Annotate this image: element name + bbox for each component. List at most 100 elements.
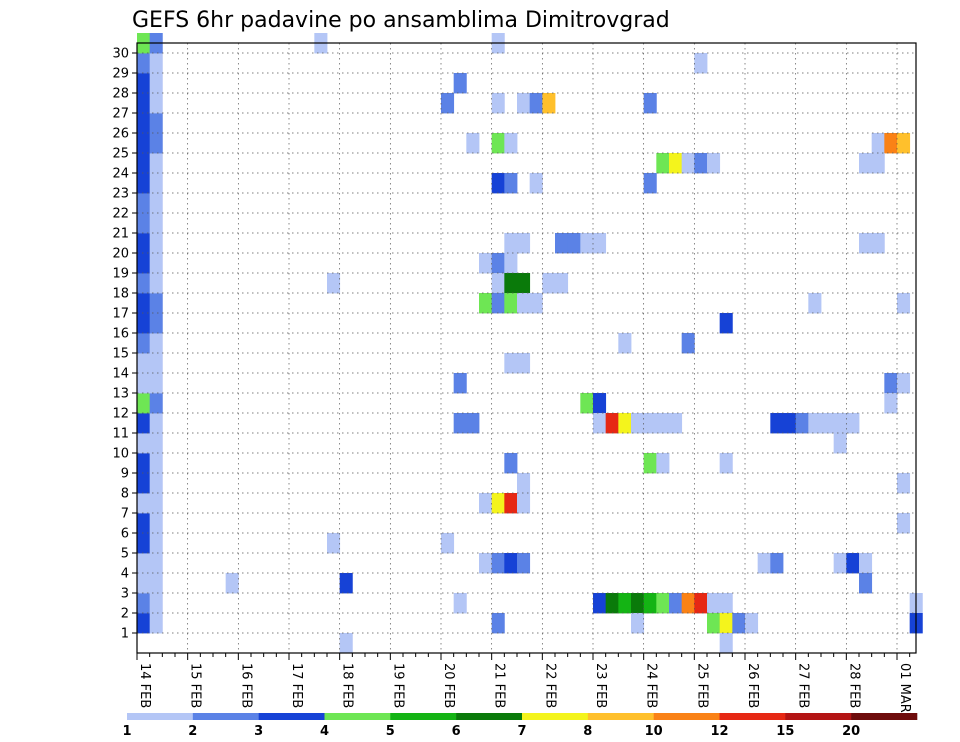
heatmap-cell [137, 273, 151, 294]
heatmap-cell [833, 553, 847, 574]
heatmap-cell [593, 593, 607, 614]
heatmap-cell [479, 293, 493, 314]
heatmap-cell [859, 573, 873, 594]
y-tick-label: 29 [112, 67, 129, 82]
heatmap-cell [149, 393, 163, 414]
heatmap-cell [669, 413, 683, 434]
heatmap-cell [479, 493, 493, 514]
heatmap-cell [707, 593, 721, 614]
heatmap-cell [149, 413, 163, 434]
heatmap-cell [884, 373, 898, 394]
heatmap-cell [580, 393, 594, 414]
x-tick-label: 01 MAR [897, 663, 912, 713]
legend-label: 7 [517, 724, 526, 739]
heatmap-cell [491, 493, 505, 514]
heatmap-cell [555, 233, 569, 254]
heatmap-cell [542, 93, 556, 114]
y-axis: 1234567891011121314151617181920212223242… [112, 47, 137, 642]
heatmap-cell [137, 613, 151, 634]
heatmap-cell [529, 293, 543, 314]
heatmap-cell [504, 253, 518, 274]
y-tick-label: 8 [121, 487, 129, 502]
heatmap-cell [871, 153, 885, 174]
heatmap-cell [732, 613, 746, 634]
heatmap-cell [517, 553, 531, 574]
heatmap-cell [618, 333, 632, 354]
x-tick-label: 20 FEB [441, 663, 456, 708]
heatmap-cell [707, 153, 721, 174]
heatmap-cell [694, 153, 708, 174]
heatmap-cell [137, 353, 151, 374]
heatmap-cell [871, 133, 885, 154]
heatmap-cell [491, 93, 505, 114]
y-tick-label: 12 [112, 407, 129, 422]
y-tick-label: 16 [112, 327, 129, 342]
heatmap-cell [149, 133, 163, 154]
heatmap-cell [618, 593, 632, 614]
heatmap-cell [491, 613, 505, 634]
heatmap-cell [466, 133, 480, 154]
legend-swatch [587, 713, 654, 720]
y-tick-label: 9 [121, 467, 129, 482]
heatmap-cell [137, 193, 151, 214]
heatmap-cell [149, 353, 163, 374]
heatmap-cell [517, 293, 531, 314]
grid-lines [137, 43, 916, 653]
heatmap-cell [453, 373, 467, 394]
heatmap-cell [707, 613, 721, 634]
heatmap-cell [453, 593, 467, 614]
heatmap-cell [542, 273, 556, 294]
heatmap-cell [137, 253, 151, 274]
y-tick-label: 28 [112, 87, 129, 102]
heatmap-cell [694, 53, 708, 74]
y-tick-label: 4 [121, 567, 129, 582]
heatmap-cell [656, 413, 670, 434]
heatmap-cell [770, 413, 784, 434]
heatmap-cell [643, 413, 657, 434]
heatmap-cell [504, 273, 518, 294]
legend-label: 3 [254, 724, 263, 739]
heatmap-cell [517, 233, 531, 254]
heatmap-cell [593, 413, 607, 434]
heatmap-cell [453, 413, 467, 434]
y-tick-label: 15 [112, 347, 129, 362]
heatmap-cell [795, 413, 809, 434]
y-tick-label: 1 [121, 627, 129, 642]
heatmap-cell [681, 333, 695, 354]
heatmap-cell [466, 413, 480, 434]
heatmap-cell [681, 153, 695, 174]
heatmap-cells [137, 33, 923, 654]
heatmap-cell [149, 73, 163, 94]
heatmap-cell [669, 593, 683, 614]
heatmap-cell [149, 113, 163, 134]
heatmap-cell [719, 613, 733, 634]
legend-label: 5 [386, 724, 395, 739]
heatmap-cell [149, 513, 163, 534]
heatmap-cell [593, 233, 607, 254]
heatmap-cell [631, 613, 645, 634]
y-tick-label: 25 [112, 147, 129, 162]
x-tick-label: 27 FEB [796, 663, 811, 708]
heatmap-cell [694, 593, 708, 614]
legend-label: 8 [583, 724, 592, 739]
heatmap-cell [643, 453, 657, 474]
heatmap-cell [149, 333, 163, 354]
plot-frame [136, 42, 917, 654]
legend-label: 15 [776, 724, 794, 739]
heatmap-cell [137, 213, 151, 234]
legend-label: 12 [710, 724, 728, 739]
color-legend: 1 2 3 4 5 6 7 8 10 12 15 20 [122, 713, 918, 739]
legend-label: 1 [122, 724, 131, 739]
heatmap-cell [669, 153, 683, 174]
y-tick-label: 22 [112, 207, 129, 222]
x-tick-label: 21 FEB [492, 663, 507, 708]
heatmap-cell [441, 93, 455, 114]
heatmap-cell [808, 293, 822, 314]
x-tick-label: 25 FEB [694, 663, 709, 708]
heatmap-cell [719, 633, 733, 654]
legend-swatch [324, 713, 391, 720]
heatmap-cell [884, 393, 898, 414]
heatmap-cell [643, 93, 657, 114]
heatmap-cell [137, 53, 151, 74]
legend-swatch [127, 713, 194, 720]
